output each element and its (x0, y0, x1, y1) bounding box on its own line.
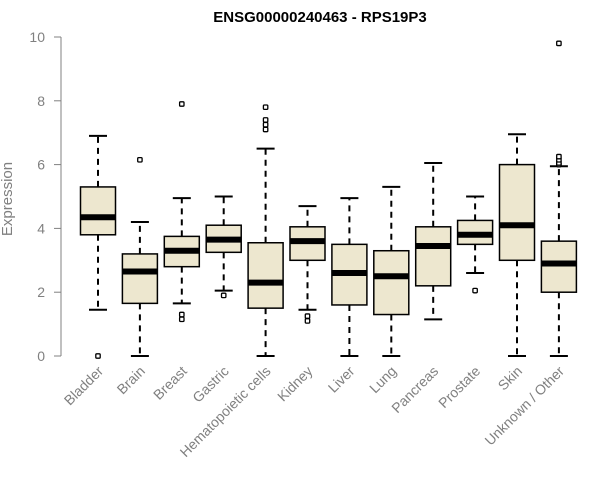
x-tick-label: Kidney (274, 363, 316, 405)
outlier-point (137, 156, 143, 163)
box-pancreas (414, 162, 452, 321)
boxes-group (79, 40, 578, 359)
outlier-point (472, 287, 478, 294)
outlier-point (178, 311, 185, 318)
iqr-box (79, 186, 117, 236)
outlier-point (304, 313, 311, 319)
box-lung (373, 185, 410, 357)
x-tick-label: Lung (366, 363, 399, 396)
box-brain (121, 156, 159, 357)
iqr-box (498, 163, 536, 262)
iqr-box (247, 242, 284, 309)
iqr-box (414, 226, 452, 287)
y-axis-title: Expression (0, 162, 16, 236)
box-gastric (205, 195, 242, 299)
outlier-point (262, 121, 269, 128)
box-unknown-other (540, 40, 578, 357)
y-tick-label: 0 (37, 348, 45, 364)
x-tick-label: Prostate (435, 363, 483, 411)
outlier-point (262, 126, 269, 133)
outlier-point (262, 117, 269, 123)
iqr-box (540, 240, 578, 293)
y-tick-label: 4 (37, 220, 45, 236)
y-tick-label: 2 (37, 284, 45, 300)
outlier-point (262, 104, 269, 111)
x-tick-label: Unknown / Other (481, 363, 567, 449)
box-hematopoietic-cells (247, 104, 284, 357)
y-tick-label: 8 (37, 93, 45, 109)
x-tick-label: Skin (495, 363, 526, 394)
iqr-box (373, 249, 410, 316)
outlier-point (178, 101, 185, 107)
y-tick-label: 10 (29, 29, 45, 45)
box-bladder (79, 134, 117, 359)
outlier-point (556, 153, 562, 160)
outlier-point (220, 292, 227, 299)
chart-title: ENSG00000240463 - RPS19P3 (213, 9, 426, 26)
y-tick-label: 6 (37, 157, 45, 173)
box-kidney (289, 205, 326, 324)
outlier-point (556, 40, 562, 47)
x-tick-label: Breast (150, 363, 190, 403)
iqr-box (121, 253, 159, 305)
x-tick-label: Liver (325, 363, 358, 396)
x-tick-label: Brain (114, 363, 148, 397)
y-axis: 0 2 4 6 8 10 (29, 29, 62, 364)
outlier-point (95, 353, 101, 359)
x-tick-label: Pancreas (388, 363, 441, 416)
outlier-point (178, 316, 185, 323)
box-breast (163, 101, 201, 323)
box-skin (498, 133, 536, 357)
x-tick-label: Bladder (61, 363, 107, 409)
box-prostate (456, 195, 494, 294)
box-liver (331, 197, 368, 357)
outlier-point (304, 318, 311, 324)
